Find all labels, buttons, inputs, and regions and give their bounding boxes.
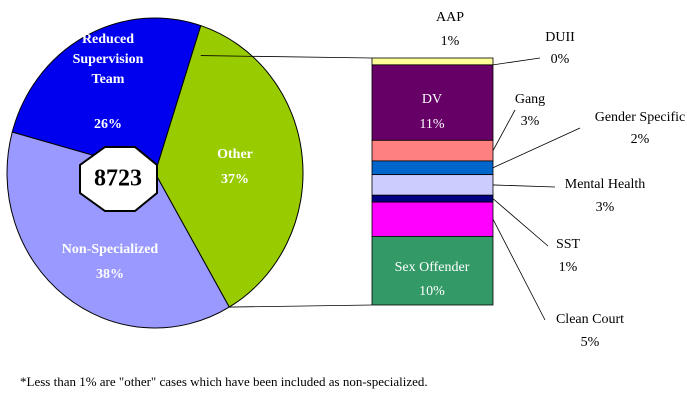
connector [229, 304, 373, 308]
segment-value: 1% [559, 260, 578, 275]
center-box [79, 146, 158, 212]
segment-value: 5% [581, 335, 600, 350]
pie-slice [11, 17, 202, 174]
slice-value: 37% [221, 172, 249, 187]
bar-segment [371, 160, 494, 176]
segment-label: Gender Specific [595, 110, 686, 125]
bar-segment [371, 64, 494, 141]
slice-label: Other [217, 147, 253, 162]
slice-label-line: Team [92, 72, 125, 87]
segment-label: DV [422, 92, 442, 107]
leader-line [492, 184, 556, 188]
connector [200, 55, 373, 59]
segment-label: AAP [436, 10, 464, 25]
leader-line [492, 198, 549, 247]
pie-slice [154, 24, 304, 308]
slice-label: Reduced Supervision Team [73, 32, 144, 87]
pie-slice [6, 131, 230, 329]
slice-value: 26% [94, 117, 122, 132]
segment-label: Sex Offender [395, 260, 470, 275]
segment-label: Clean Court [556, 312, 624, 327]
leader-line [492, 127, 581, 169]
segment-value: 2% [631, 132, 650, 147]
segment-label: Gang [515, 92, 545, 107]
segment-value: 3% [596, 200, 615, 215]
footnote: *Less than 1% are "other" cases which ha… [20, 374, 428, 389]
leader-line [492, 219, 546, 321]
bar-segment [371, 194, 494, 203]
bar-segment [371, 57, 494, 66]
slice-label-line: Supervision [73, 52, 144, 67]
segment-value: 0% [551, 52, 570, 67]
leader-line [492, 57, 541, 66]
segment-value: 3% [521, 114, 540, 129]
bar-segment [371, 139, 494, 162]
leader-line [492, 109, 516, 151]
bar-segment [371, 235, 494, 306]
segment-value: 11% [419, 117, 444, 132]
segment-value: 1% [441, 34, 460, 49]
center-label: 8723 [94, 166, 142, 192]
segment-label: SST [556, 237, 581, 252]
slice-label-line: Reduced [82, 32, 134, 47]
segment-value: 10% [419, 284, 445, 299]
slice-value: 38% [96, 267, 124, 282]
segment-label: DUII [545, 30, 575, 45]
bar-segment [371, 174, 494, 196]
bar-segment [371, 201, 494, 237]
slice-label: Non-Specialized [62, 242, 159, 257]
segment-label: Mental Health [565, 177, 645, 192]
